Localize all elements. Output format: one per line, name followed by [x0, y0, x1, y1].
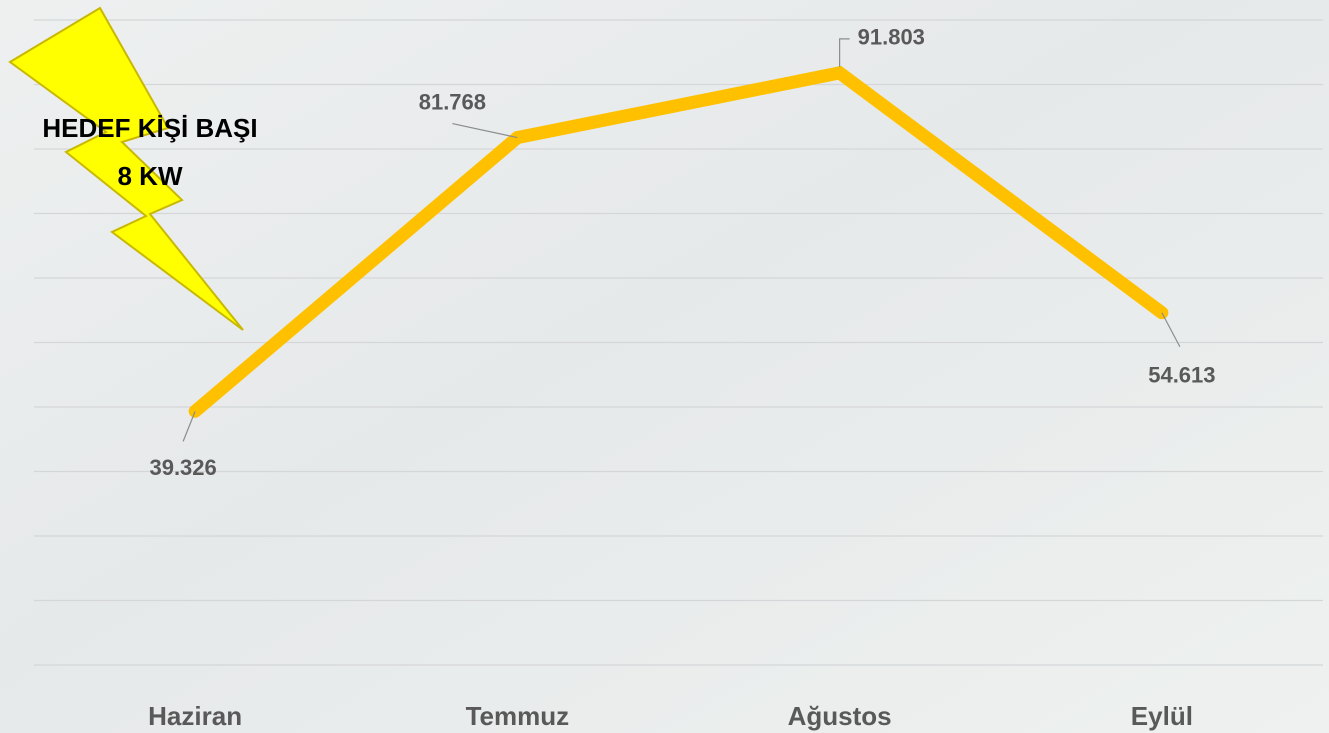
line [188, 65, 1169, 418]
x-tick-label: Ağustos [788, 701, 892, 731]
data-label: 91.803 [858, 25, 925, 50]
data-label: 54.613 [1148, 363, 1215, 388]
data-label: 39.326 [149, 455, 216, 480]
leader-line [452, 123, 518, 139]
annotation: 8 KW [118, 161, 183, 191]
x-tick-label: Temmuz [466, 701, 570, 731]
x-tick-label: Eylül [1131, 701, 1193, 731]
data-label: 81.768 [419, 89, 486, 114]
annotation: HEDEF KİŞİ BAŞI [42, 113, 257, 143]
leader-line [182, 411, 196, 442]
x-tick-label: Haziran [148, 701, 242, 731]
lightning-bolt [8, 6, 244, 331]
leader-line [1161, 312, 1181, 348]
leader-line [839, 38, 850, 67]
